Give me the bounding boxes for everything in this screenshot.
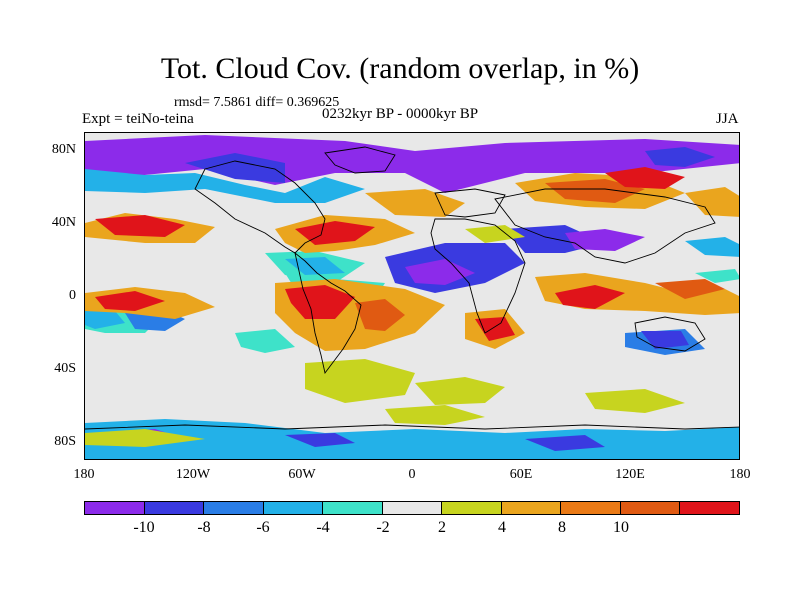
colorbar-swatch <box>204 502 264 514</box>
colorbar-swatch <box>501 502 562 514</box>
season-label: JJA <box>716 111 739 127</box>
colorbar-label: 8 <box>558 519 566 536</box>
lat-label-0: 0 <box>69 288 76 303</box>
colorbar-label: -4 <box>316 519 330 536</box>
lon-label-120e: 120E <box>615 467 645 482</box>
coastlines <box>85 146 739 430</box>
lon-label-120w: 120W <box>175 467 211 482</box>
lat-label-40s: 40S <box>54 361 76 376</box>
colorbar-label: -2 <box>376 519 390 536</box>
map-title: Tot. Cloud Cov. (random overlap, in %) <box>160 52 640 85</box>
colorbar-label: -8 <box>197 519 211 536</box>
lon-label-60w: 60W <box>288 467 316 482</box>
colorbar-label: -6 <box>256 519 270 536</box>
colorbar-swatch <box>442 502 502 514</box>
colorbar-label: 4 <box>498 519 506 536</box>
colorbar-swatch <box>620 502 681 514</box>
anomaly-map <box>85 133 739 459</box>
lat-label-80s: 80S <box>54 434 76 449</box>
colorbar-swatch <box>323 502 383 514</box>
lon-label-0: 0 <box>408 467 416 482</box>
colorbar-swatch <box>382 502 443 514</box>
colorbar-swatch <box>144 502 205 514</box>
lat-label-40n: 40N <box>51 215 76 230</box>
colorbar <box>84 501 740 515</box>
weak-positive-regions <box>85 225 685 447</box>
lon-label-60e: 60E <box>509 467 533 482</box>
lat-label-80n: 80N <box>51 142 76 157</box>
colorbar-label: -10 <box>133 519 155 536</box>
lon-label-180e: 180 <box>729 467 751 482</box>
colorbar-swatch <box>680 502 740 514</box>
period-label: 0232kyr BP - 0000kyr BP <box>322 106 479 122</box>
map-panel <box>84 132 740 460</box>
colorbar-label: 2 <box>438 519 446 536</box>
positive-anomaly-regions <box>85 167 739 351</box>
lon-label-180w: 180 <box>73 467 95 482</box>
experiment-label: Expt = teiNo-teina <box>82 111 194 127</box>
colorbar-swatch <box>263 502 324 514</box>
stats-text: rmsd= 7.5861 diff= 0.369625 <box>174 95 340 110</box>
colorbar-swatch <box>85 502 145 514</box>
colorbar-label: 10 <box>613 519 629 536</box>
colorbar-swatch <box>561 502 621 514</box>
